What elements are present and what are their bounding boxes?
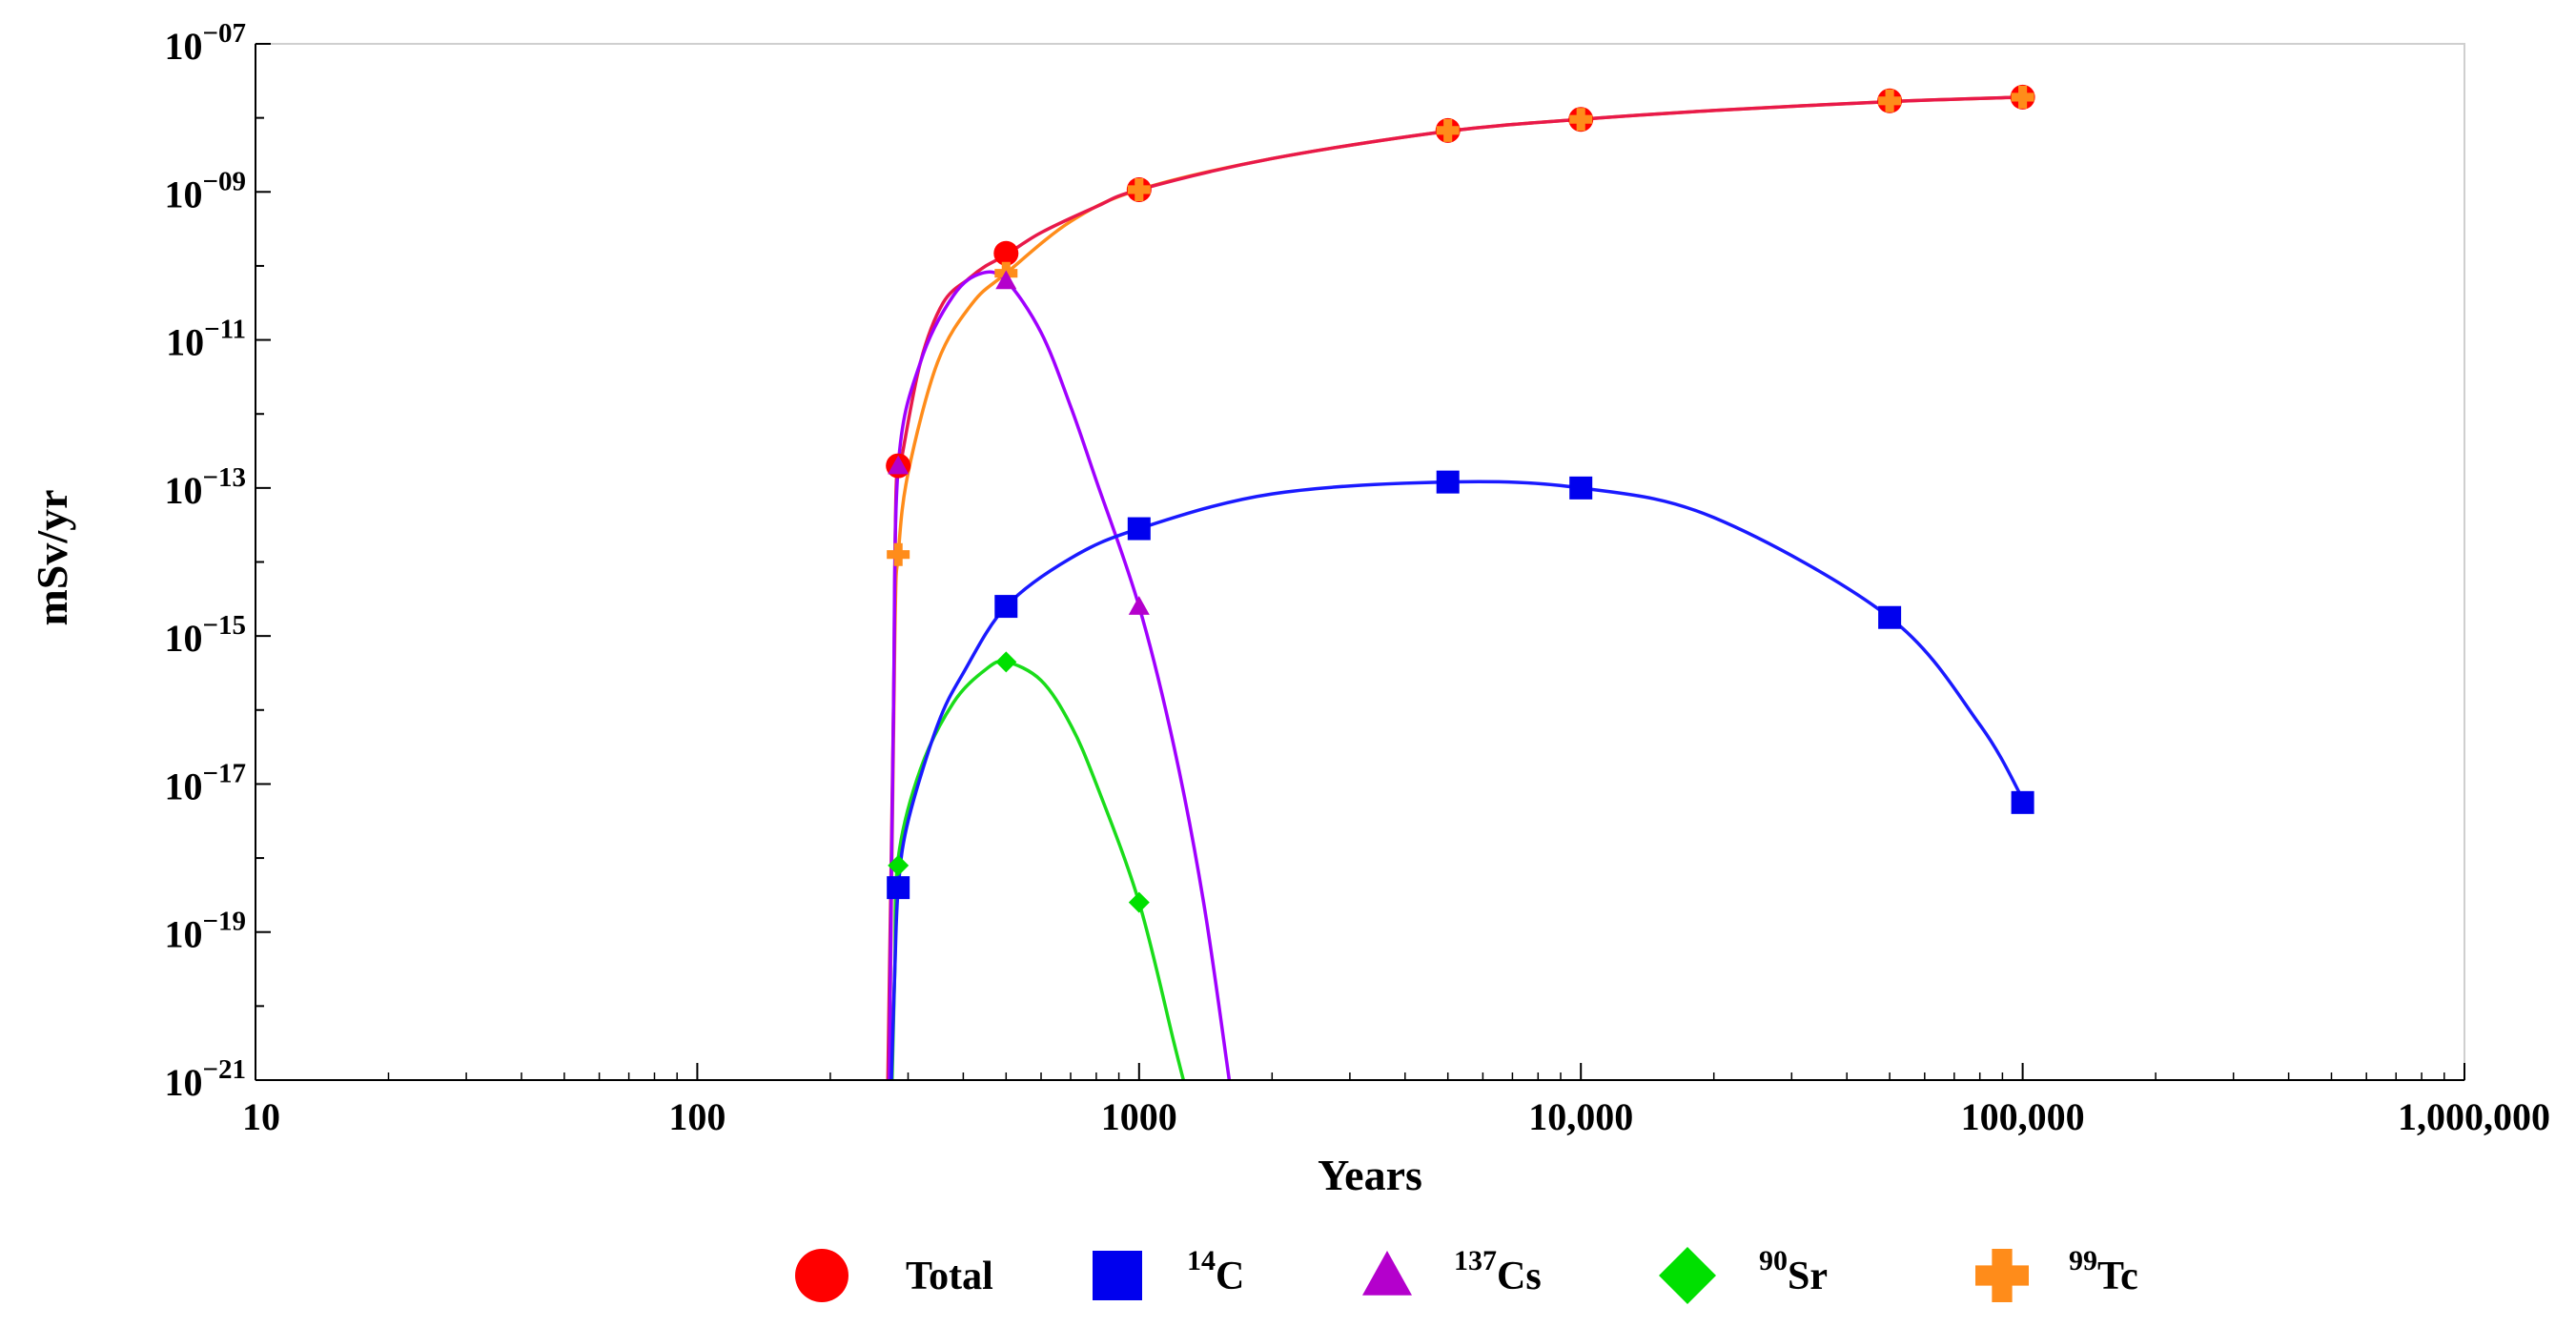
y-tick-label: 10−21 bbox=[164, 1054, 246, 1104]
axes: 10 100 1000 10,000 100,000 1,000,000 10−07 10−0… bbox=[164, 18, 2550, 1138]
plot-frame bbox=[255, 43, 2465, 1081]
legend-label-90sr: 90Sr bbox=[1759, 1245, 1828, 1298]
data-point-total bbox=[993, 240, 1019, 266]
legend-marker-total bbox=[795, 1249, 848, 1302]
data-point-14c bbox=[1127, 517, 1151, 541]
x-tick-label: 10 bbox=[242, 1095, 280, 1138]
legend-marker-137cs bbox=[1362, 1251, 1412, 1296]
x-axis-label: Years bbox=[1318, 1151, 1422, 1199]
data-point-137cs bbox=[1128, 596, 1150, 615]
legend-marker-14c bbox=[1093, 1251, 1142, 1300]
data-point-14c bbox=[1569, 476, 1593, 500]
data-point-99tc bbox=[1127, 177, 1151, 201]
x-tick-label: 10,000 bbox=[1528, 1095, 1633, 1138]
data-point-137cs bbox=[995, 270, 1017, 290]
data-point-99tc bbox=[887, 542, 910, 566]
plot-area bbox=[255, 43, 2465, 1081]
y-tick-label: 10−09 bbox=[164, 166, 246, 215]
data-point-99tc bbox=[1878, 89, 1902, 112]
data-point-14c bbox=[1878, 605, 1902, 629]
data-point-90sr bbox=[888, 854, 910, 876]
y-tick-label: 10−07 bbox=[164, 18, 246, 68]
series-curves bbox=[886, 95, 2025, 1081]
data-point-14c bbox=[994, 595, 1018, 619]
legend-label-14c: 14C bbox=[1187, 1245, 1244, 1298]
legend-label-137cs: 137Cs bbox=[1454, 1245, 1542, 1298]
y-tick-label: 10−11 bbox=[166, 315, 246, 364]
y-tick-label: 10−15 bbox=[164, 610, 246, 660]
y-tick-label: 10−19 bbox=[164, 907, 246, 956]
data-point-137cs bbox=[888, 455, 910, 475]
data-point-14c bbox=[1436, 470, 1460, 494]
x-tick-label: 1,000,000 bbox=[2398, 1095, 2550, 1138]
series-line-137cs bbox=[888, 270, 1232, 1081]
data-point-14c bbox=[2011, 790, 2034, 814]
legend-marker-90sr bbox=[1659, 1247, 1716, 1304]
x-tick-label: 1000 bbox=[1101, 1095, 1177, 1138]
legend-marker-99tc bbox=[1975, 1249, 2030, 1302]
x-tick-label: 100,000 bbox=[1961, 1095, 2085, 1138]
series-markers bbox=[886, 84, 2035, 913]
y-tick-label: 10−13 bbox=[164, 462, 246, 512]
data-point-99tc bbox=[1436, 118, 1460, 142]
data-point-99tc bbox=[1569, 108, 1593, 132]
x-tick-label: 100 bbox=[668, 1095, 726, 1138]
data-point-90sr bbox=[1128, 891, 1150, 913]
y-tick-label: 10−17 bbox=[164, 758, 246, 807]
legend-label-total: Total bbox=[906, 1255, 993, 1298]
data-point-14c bbox=[887, 876, 910, 900]
legend-label-99tc: 99Tc bbox=[2069, 1245, 2138, 1298]
legend: Total 14C 137Cs 90Sr 99Tc bbox=[795, 1245, 2138, 1304]
data-point-99tc bbox=[2011, 85, 2034, 109]
data-point-90sr bbox=[995, 651, 1017, 673]
series-line-14c bbox=[889, 480, 2025, 1081]
y-axis-label: mSv/yr bbox=[28, 489, 76, 625]
